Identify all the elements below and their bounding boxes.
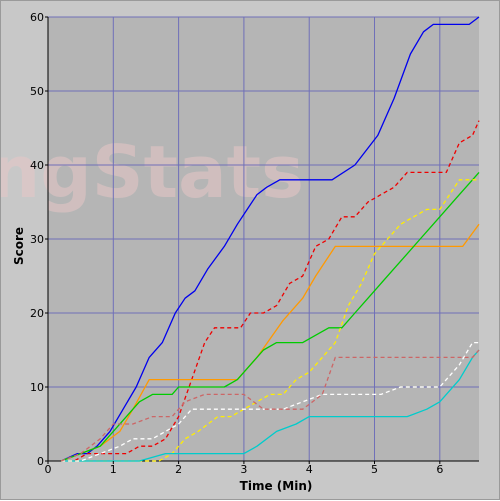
x-tick-label-2: 2 — [175, 463, 182, 476]
x-tick-label-6: 6 — [436, 463, 443, 476]
y-tick-label-4: 40 — [30, 159, 44, 172]
y-tick-label-3: 30 — [30, 233, 44, 246]
x-tick-label-0: 0 — [45, 463, 52, 476]
grid-lines — [47, 16, 479, 462]
y-axis-ticks: 0 10 20 30 40 50 60 — [30, 11, 48, 468]
series-line-7 — [61, 341, 479, 462]
series-line-2 — [61, 120, 480, 462]
y-tick-label-5: 50 — [30, 85, 44, 98]
series-line-4 — [60, 171, 480, 462]
x-axis-label: Time (Min) — [240, 479, 313, 493]
series-line-1 — [60, 16, 480, 462]
y-axis-label: Score — [12, 227, 26, 265]
y-tick-label-0: 0 — [37, 455, 44, 468]
series-lines — [60, 16, 480, 462]
y-tick-label-1: 10 — [30, 381, 44, 394]
x-tick-label-4: 4 — [306, 463, 313, 476]
y-tick-label-6: 60 — [30, 11, 44, 24]
series-line-5 — [61, 179, 479, 462]
series-line-8 — [60, 349, 480, 462]
series-line-6 — [61, 349, 480, 462]
x-tick-label-3: 3 — [240, 463, 247, 476]
watermark: ngStats — [1, 130, 304, 214]
x-tick-label-1: 1 — [110, 463, 117, 476]
x-axis-ticks: 0 1 2 3 4 5 6 — [45, 461, 443, 476]
x-tick-label-5: 5 — [371, 463, 378, 476]
y-tick-label-2: 20 — [30, 307, 44, 320]
